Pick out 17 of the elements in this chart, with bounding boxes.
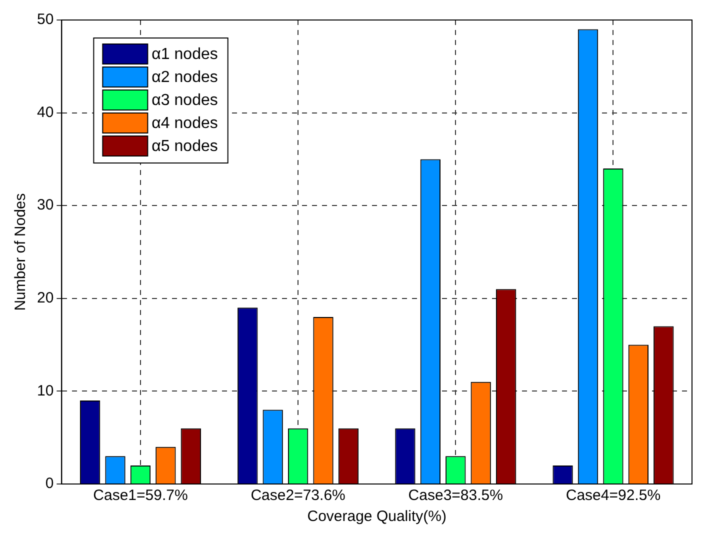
y-tick-label: 30 bbox=[36, 196, 54, 214]
x-tick-label: Case4=92.5% bbox=[566, 487, 661, 504]
y-axis-title: Number of Nodes bbox=[12, 193, 30, 311]
legend-label: α3 nodes bbox=[152, 92, 218, 109]
legend-label: α5 nodes bbox=[152, 138, 218, 155]
x-tick-label: Case2=73.6% bbox=[250, 487, 346, 504]
y-tick-label: 50 bbox=[36, 11, 54, 28]
legend-label: α1 nodes bbox=[152, 46, 218, 63]
y-tick-label: 10 bbox=[36, 382, 54, 400]
x-tick-label: Case3=83.5% bbox=[408, 487, 503, 504]
y-tick-label: 20 bbox=[36, 290, 54, 307]
y-tick-label: 40 bbox=[36, 104, 54, 121]
x-axis-title: Coverage Quality(%) bbox=[307, 508, 446, 526]
x-tick-label: Case1=59.7% bbox=[93, 487, 188, 504]
y-tick-label: 0 bbox=[45, 475, 54, 492]
legend-label: α4 nodes bbox=[152, 114, 218, 132]
legend-label: α2 nodes bbox=[152, 68, 218, 86]
